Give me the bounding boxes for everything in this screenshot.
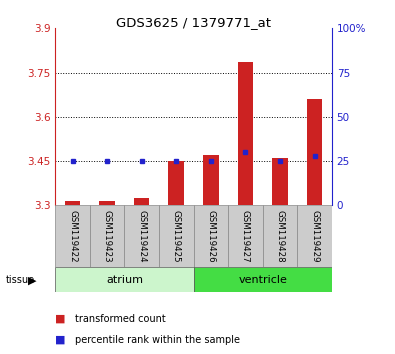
Bar (55, 267, 194, 292)
Text: GSM119428: GSM119428 (275, 210, 284, 263)
Text: GSM119429: GSM119429 (310, 210, 319, 263)
Bar (124, 205, 159, 267)
Bar (297, 205, 332, 267)
Bar (263, 205, 297, 267)
Text: ■: ■ (55, 335, 66, 345)
Bar (307, 99, 322, 205)
Text: ventricle: ventricle (238, 275, 287, 285)
Text: GDS3625 / 1379771_at: GDS3625 / 1379771_at (116, 16, 271, 29)
Bar (194, 267, 332, 292)
Text: ▶: ▶ (28, 276, 37, 286)
Text: percentile rank within the sample: percentile rank within the sample (75, 335, 240, 345)
Text: GSM119425: GSM119425 (172, 210, 181, 263)
Bar (194, 205, 228, 267)
Bar (228, 205, 263, 267)
Text: transformed count: transformed count (75, 314, 166, 324)
Bar (134, 198, 149, 205)
Text: atrium: atrium (106, 275, 143, 285)
Bar (159, 205, 194, 267)
Text: GSM119427: GSM119427 (241, 210, 250, 263)
Text: GSM119422: GSM119422 (68, 210, 77, 263)
Bar (55, 205, 90, 267)
Text: GSM119424: GSM119424 (137, 210, 146, 263)
Bar (65, 201, 80, 205)
Text: GSM119426: GSM119426 (206, 210, 215, 263)
Bar (90, 205, 124, 267)
Bar (100, 201, 115, 205)
Bar (203, 155, 218, 205)
Bar (169, 161, 184, 205)
Text: tissue: tissue (6, 275, 35, 285)
Bar (238, 62, 253, 205)
Bar (272, 158, 288, 205)
Text: GSM119423: GSM119423 (103, 210, 112, 263)
Text: ■: ■ (55, 314, 66, 324)
